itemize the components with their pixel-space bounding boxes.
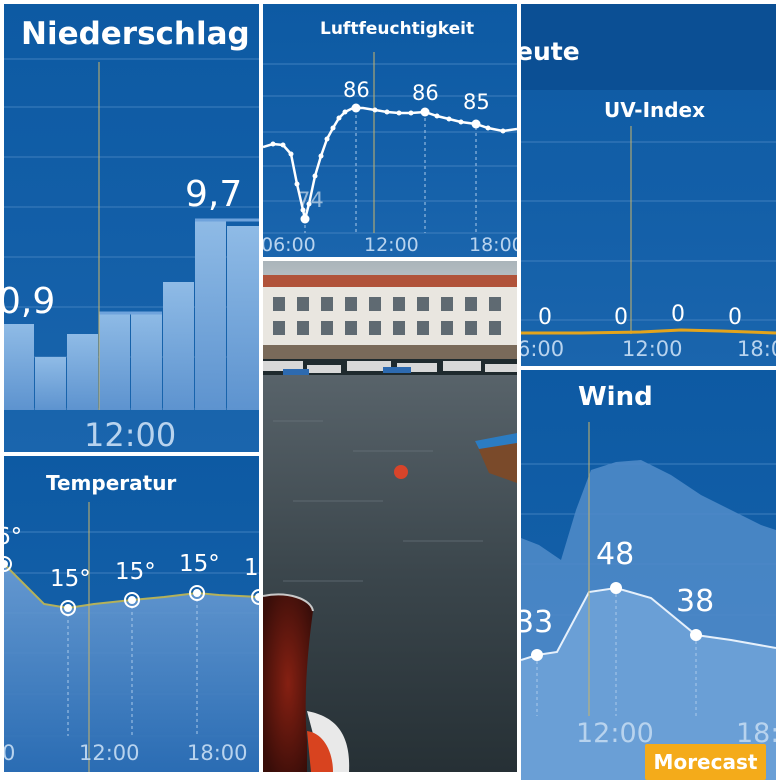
precipitation-panel: Niederschlag 0,9 9,7 12:00 — [4, 4, 259, 452]
wind-chart — [521, 422, 776, 780]
precipitation-bar — [67, 334, 98, 410]
temperature-line — [4, 563, 259, 610]
precipitation-bar — [35, 357, 66, 410]
morecast-logo: Morecast — [645, 744, 766, 780]
value-label: 15 — [244, 555, 259, 581]
value-label: 38 — [676, 584, 715, 619]
panel-title: Niederschlag — [21, 16, 250, 52]
time-label: 06:00 — [263, 234, 316, 256]
value-label: 86 — [343, 78, 370, 102]
harbor-photo — [263, 261, 517, 772]
precipitation-bar — [195, 219, 226, 410]
panel-title: Temperatur — [46, 471, 177, 495]
precipitation-chart — [4, 58, 259, 410]
precipitation-bar — [131, 312, 162, 410]
wind-panel: Wind 33 48 38 12:00 18: — [521, 370, 776, 780]
uv-chart — [521, 126, 776, 335]
harbor-photo-image — [263, 261, 517, 772]
value-label: 33 — [521, 605, 554, 640]
wind-points — [531, 582, 702, 661]
time-label: 12:00 — [364, 234, 419, 256]
value-label: 48 — [596, 537, 635, 572]
time-label: 6:00 — [521, 337, 565, 361]
uv-header-bar — [521, 4, 776, 90]
humidity-panel: Luftfeuchtigkeit 86 86 85 74 06:00 12:00… — [263, 4, 517, 257]
time-label: 18:0 — [737, 337, 776, 361]
panel-title: Wind — [578, 382, 653, 412]
precipitation-bar — [163, 282, 194, 410]
value-label: 74 — [297, 188, 324, 212]
value-label: 0 — [728, 305, 742, 330]
temperature-panel: Temperatur 6° 15° 15° 15° 15 0 12:00 18:… — [4, 456, 259, 772]
value-label: 9,7 — [185, 174, 243, 215]
value-label: 0 — [671, 302, 685, 327]
value-label: 0 — [614, 305, 628, 330]
precipitation-bar — [227, 226, 259, 410]
time-label: 18:00 — [469, 234, 517, 256]
precipitation-bar — [4, 324, 34, 410]
panel-title: Luftfeuchtigkeit — [320, 19, 475, 39]
uv-line — [521, 328, 776, 335]
value-label: 0 — [538, 305, 552, 330]
value-label: 15° — [179, 551, 220, 577]
humidity-points — [270, 103, 506, 224]
time-label: 0 — [4, 741, 16, 765]
humidity-line — [263, 106, 517, 220]
partial-header-text: eute — [521, 37, 580, 66]
value-label: 85 — [463, 90, 490, 114]
precipitation-bar — [99, 312, 130, 410]
precipitation-bars — [4, 219, 259, 410]
value-label: 0,9 — [4, 281, 56, 322]
buoy — [394, 465, 408, 479]
value-label: 15° — [115, 559, 156, 585]
tea-glass — [263, 594, 313, 772]
time-label: 12:00 — [84, 416, 177, 452]
uv-panel: eute UV-Index 0 0 0 0 6:00 12:00 18:0 — [521, 4, 776, 366]
time-label: 12:00 — [622, 337, 683, 361]
time-label: 12:00 — [79, 741, 140, 765]
temperature-points — [4, 556, 259, 616]
temperature-chart — [4, 502, 259, 772]
value-label: 15° — [50, 566, 91, 592]
time-label: 18: — [736, 718, 776, 749]
wind-speed-area — [521, 588, 776, 780]
value-label: 6° — [4, 524, 23, 550]
value-label: 86 — [412, 81, 439, 105]
panel-title: UV-Index — [604, 98, 706, 122]
time-label: 18:00 — [187, 741, 248, 765]
time-label: 12:00 — [576, 718, 654, 749]
humidity-chart — [263, 52, 517, 234]
